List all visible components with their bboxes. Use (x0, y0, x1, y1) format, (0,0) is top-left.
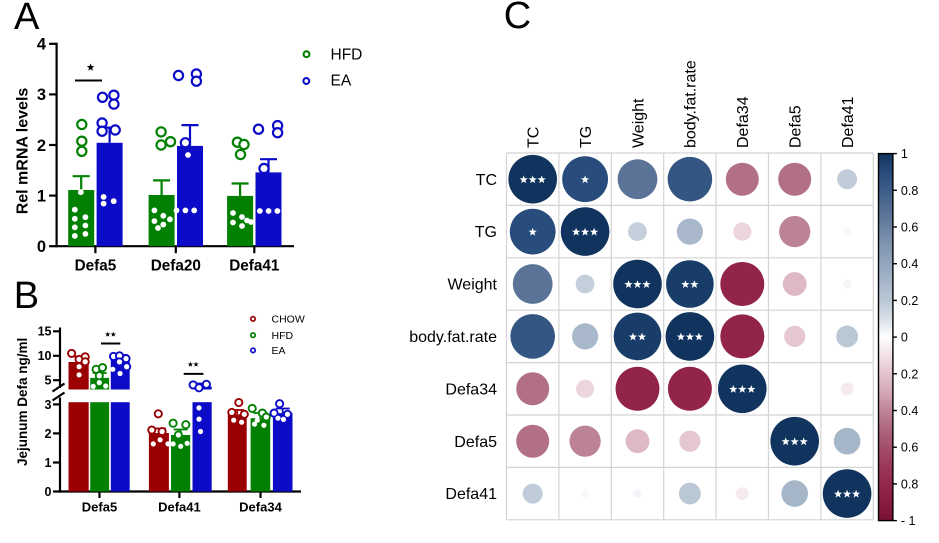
svg-text:0.6: 0.6 (901, 221, 918, 235)
svg-text:0.2: 0.2 (901, 294, 918, 308)
svg-text:4: 4 (37, 36, 47, 54)
svg-text:Defa34: Defa34 (735, 96, 752, 148)
svg-text:0.4: 0.4 (901, 257, 918, 271)
svg-text:1: 1 (901, 147, 908, 161)
svg-text:Defa41: Defa41 (445, 486, 497, 503)
svg-text:Defa34: Defa34 (239, 499, 282, 514)
svg-text:Rel mRNA levels: Rel mRNA levels (14, 88, 31, 215)
svg-text:Weight: Weight (447, 277, 497, 294)
svg-text:Defa5: Defa5 (75, 258, 117, 275)
svg-text:TG: TG (475, 224, 497, 241)
svg-text:B: B (14, 275, 39, 317)
svg-text:TG: TG (578, 126, 595, 148)
svg-text:Defa41: Defa41 (229, 258, 280, 275)
svg-text:0: 0 (901, 331, 908, 345)
svg-text:C: C (504, 0, 531, 37)
svg-text:EA: EA (331, 73, 352, 90)
svg-text:Defa5: Defa5 (454, 434, 497, 451)
svg-text:A: A (14, 0, 40, 38)
svg-text:Defa34: Defa34 (445, 381, 497, 398)
svg-text:0: 0 (45, 485, 52, 499)
svg-text:10: 10 (38, 349, 52, 363)
svg-text:HFD: HFD (331, 47, 363, 64)
svg-text:Jejunum Defa ng/ml: Jejunum Defa ng/ml (15, 338, 30, 466)
svg-text:3: 3 (45, 398, 52, 412)
svg-text:5: 5 (45, 374, 52, 388)
svg-text:TC: TC (476, 172, 497, 189)
svg-text:EA: EA (272, 345, 286, 357)
svg-text:Defa41: Defa41 (158, 499, 201, 514)
svg-text:3: 3 (37, 86, 46, 104)
svg-text:15: 15 (38, 325, 52, 339)
svg-text:1: 1 (45, 456, 52, 470)
svg-text:TC: TC (526, 127, 543, 148)
svg-text:0: 0 (37, 238, 46, 256)
svg-text:2: 2 (45, 427, 52, 441)
svg-text:0.8: 0.8 (901, 184, 918, 198)
svg-text:2: 2 (37, 137, 46, 155)
svg-text:0.8: 0.8 (901, 477, 918, 491)
svg-text:Weight: Weight (630, 98, 647, 148)
svg-text:Defa20: Defa20 (151, 258, 201, 275)
svg-text:HFD: HFD (272, 330, 294, 342)
svg-text:CHOW: CHOW (272, 314, 305, 326)
svg-text:body.fat.rate: body.fat.rate (409, 329, 497, 346)
svg-text:Defa41: Defa41 (840, 96, 857, 148)
svg-text:1: 1 (37, 187, 46, 205)
svg-text:- 1: - 1 (901, 514, 916, 528)
svg-text:0.6: 0.6 (901, 441, 918, 455)
svg-text:body.fat.rate: body.fat.rate (683, 60, 700, 148)
svg-text:Defa5: Defa5 (788, 105, 805, 148)
svg-text:Defa5: Defa5 (82, 499, 117, 514)
svg-text:0.2: 0.2 (901, 367, 918, 381)
svg-text:0.4: 0.4 (901, 404, 918, 418)
